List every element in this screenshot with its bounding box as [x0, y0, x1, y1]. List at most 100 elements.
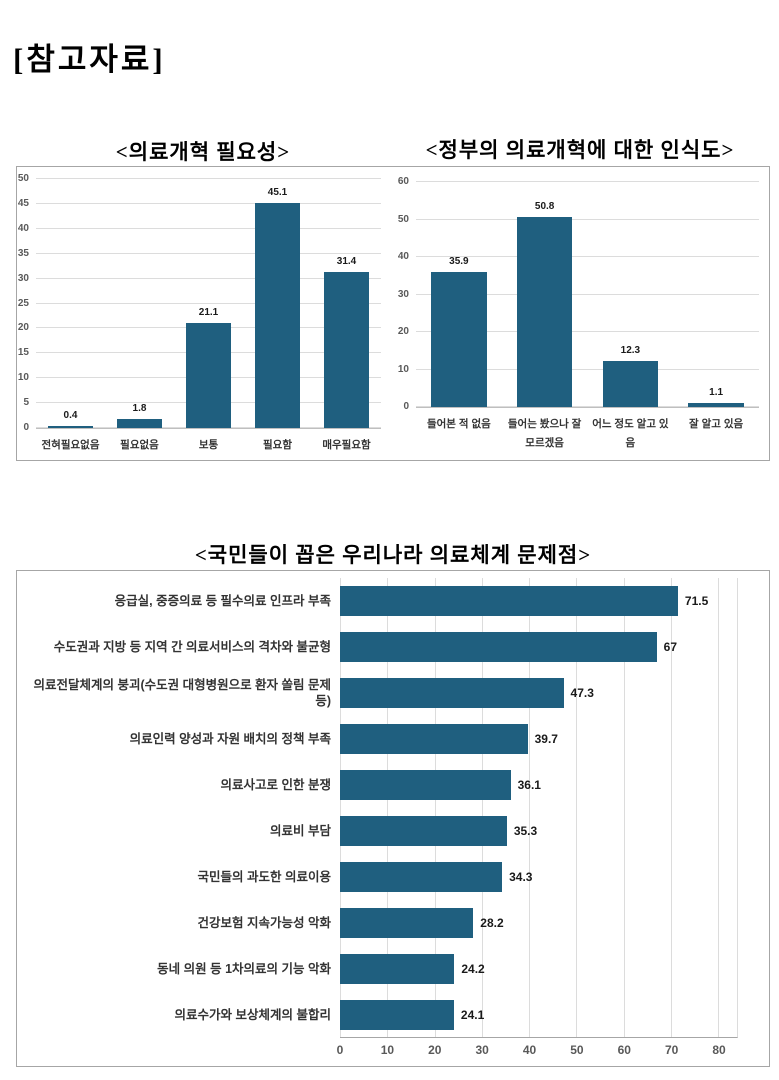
bar-slot: 45.1 [243, 179, 312, 428]
bar-slot: 50.8 [502, 182, 588, 407]
x-axis-tick-label: 30 [475, 1043, 489, 1057]
bottom-chart-panel: 응급실, 중증의료 등 필수의료 인프라 부족 수도권과 지방 등 지역 간 의료… [16, 570, 770, 1067]
bar [117, 419, 162, 428]
bar [688, 402, 744, 407]
gridline [387, 578, 389, 1037]
category-label: 잘 알고 있음 [689, 418, 744, 430]
x-axis-tick-label: 70 [664, 1043, 679, 1057]
bar-value-label: 67 [663, 640, 677, 654]
bar-row: 71.5 [340, 578, 737, 624]
bar-value-label: 36.1 [517, 778, 541, 792]
bar-value-label: 24.1 [460, 1008, 485, 1022]
gridline [434, 578, 436, 1037]
gridline [623, 578, 625, 1037]
y-axis-tick-label: 10 [17, 372, 29, 384]
x-axis-tick-label: 10 [380, 1043, 395, 1057]
bars-container: 71.5 67 47.3 39.7 36.1 35.3 34.3 28.2 24.2 24.1 [340, 578, 737, 1037]
bar [340, 724, 528, 754]
gridline [36, 302, 381, 304]
gridline [36, 227, 381, 229]
y-axis-tick-label: 5 [23, 397, 29, 409]
bar [340, 632, 657, 662]
plot-area: 0.4 1.8 21.1 45.1 31.4 0 5 10 15 20 25 30 35 40 45 50 [18, 174, 381, 433]
category-axis: 들어본 적 없음 들어는 봤으나 잘 모르겠음 어느 정도 알고 있음 잘 알고 있음 [416, 415, 759, 453]
y-axis-tick-label: 50 [397, 213, 409, 225]
bar-value-label: 1.8 [132, 403, 147, 415]
bar-row: 34.3 [340, 854, 737, 900]
bar-value-label: 24.2 [461, 962, 485, 976]
category-label: 들어는 봤으나 잘 모르겠음 [507, 418, 582, 449]
gridline [576, 578, 578, 1037]
bar-value-label: 35.3 [513, 824, 538, 838]
category-label: 전혀필요없음 [41, 439, 100, 451]
bar-row: 36.1 [340, 762, 737, 808]
category-labels: 응급실, 중증의료 등 필수의료 인프라 부족 수도권과 지방 등 지역 간 의료… [27, 578, 331, 1038]
bar [48, 426, 93, 428]
gridline [670, 578, 672, 1037]
bar-value-label: 35.9 [449, 256, 469, 268]
x-axis-tick-label: 40 [522, 1043, 537, 1057]
y-axis-tick-label: 50 [17, 173, 29, 184]
x-axis-tick-label: 50 [570, 1043, 584, 1057]
plot-area: 71.5 67 47.3 39.7 36.1 35.3 34.3 28.2 24.2 24.1 [340, 578, 738, 1038]
bar [340, 678, 564, 708]
category-label: 어느 정도 알고 있음 [592, 418, 669, 449]
category-label: 매우필요함 [322, 439, 371, 451]
bar [324, 271, 369, 428]
bar [340, 954, 455, 984]
chart-title-government-awareness: <정부의 의료개혁에 대한 인식도> [425, 138, 735, 162]
bar-slot: 1.1 [673, 182, 759, 407]
bar [255, 203, 300, 428]
bar-row: 47.3 [340, 670, 737, 716]
gridline [416, 181, 759, 182]
y-axis-tick-label: 20 [17, 322, 29, 334]
gridlines [340, 578, 737, 1037]
bar [340, 862, 503, 892]
bar-value-label: 71.5 [684, 594, 709, 608]
bars-container: 0.4 1.8 21.1 45.1 31.4 [36, 179, 381, 428]
bar-slot: 31.4 [312, 179, 381, 428]
bar-slot: 35.9 [416, 182, 502, 407]
bar [340, 770, 511, 800]
bar-value-label: 34.3 [509, 870, 533, 884]
bar-slot: 12.3 [588, 182, 674, 407]
bars-container: 35.9 50.8 12.3 1.1 [416, 182, 759, 407]
y-axis-tick-label: 40 [17, 222, 29, 234]
bar-row: 35.3 [340, 808, 737, 854]
category-label: 의료인력 양성과 자원 배치의 정책 부족 [129, 731, 331, 746]
y-axis-tick-label: 15 [17, 347, 29, 359]
bar-value-label: 39.7 [534, 732, 558, 746]
gridline [416, 406, 759, 407]
x-axis-tick-label: 20 [428, 1043, 442, 1057]
x-axis-tick-label: 0 [336, 1043, 344, 1057]
bar-value-label: 45.1 [267, 187, 288, 199]
y-axis-tick-label: 60 [397, 176, 409, 187]
page-title: [참고자료] [13, 42, 166, 77]
bar-row: 28.2 [340, 900, 737, 946]
bar-row: 67 [340, 624, 737, 670]
y-axis-tick-label: 20 [397, 326, 409, 338]
category-label: 국민들의 과도한 의료이용 [197, 869, 331, 884]
y-axis-tick-label: 45 [17, 197, 29, 209]
bar [340, 1000, 454, 1030]
x-axis-tick-label: 60 [617, 1043, 631, 1057]
gridline [416, 218, 759, 220]
x-axis-tick-label: 80 [712, 1043, 726, 1057]
bar-value-label: 31.4 [336, 255, 357, 267]
bar-value-label: 21.1 [198, 306, 219, 318]
gridline [718, 578, 720, 1037]
gridline [481, 578, 483, 1037]
gridline [529, 578, 531, 1037]
top-charts-panel: 0.4 1.8 21.1 45.1 31.4 0 5 10 15 20 25 30 35 40 45 50 … [16, 166, 770, 461]
bar-value-label: 28.2 [480, 916, 504, 930]
category-axis: 전혀필요없음 필요없음 보통 필요함 매우필요함 [36, 436, 381, 455]
chart-title-reform-necessity: <의료개혁 필요성> [115, 140, 291, 164]
category-label: 필요없음 [120, 439, 159, 451]
y-axis-tick-label: 0 [23, 422, 29, 433]
gridline [36, 252, 381, 254]
category-label: 보통 [198, 439, 219, 451]
bar [602, 360, 659, 407]
gridline [416, 293, 759, 295]
y-axis-tick-label: 40 [397, 251, 409, 263]
bar-row: 39.7 [340, 716, 737, 762]
